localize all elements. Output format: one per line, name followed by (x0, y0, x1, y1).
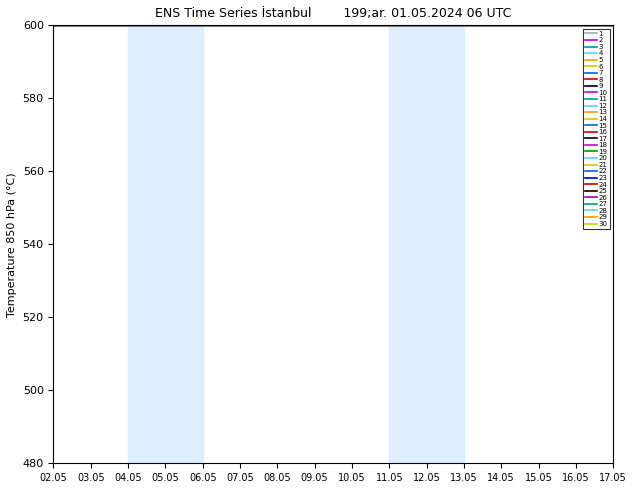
Bar (128, 25, 203, 464)
Title: ENS Time Series İstanbul        199;ar. 01.05.2024 06 UTC: ENS Time Series İstanbul 199;ar. 01.05.2… (155, 7, 512, 20)
Legend: 1, 2, 3, 4, 5, 6, 7, 8, 9, 10, 11, 12, 13, 14, 15, 16, 17, 18, 19, 20, 21, 22, 2: 1, 2, 3, 4, 5, 6, 7, 8, 9, 10, 11, 12, 1… (583, 29, 610, 229)
Y-axis label: Temperature 850 hPa (°C): Temperature 850 hPa (°C) (7, 172, 17, 317)
Bar (389, 25, 464, 464)
